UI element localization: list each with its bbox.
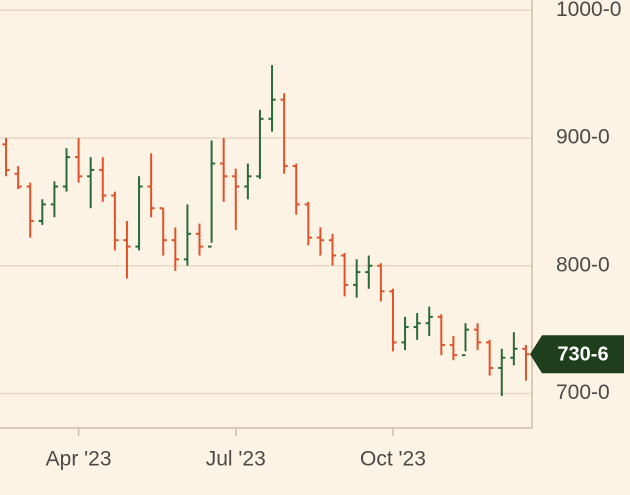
y-tick-label: 900-0: [556, 126, 610, 149]
x-tick-label: Jul '23: [206, 448, 266, 471]
x-tick-label: Apr '23: [46, 448, 112, 471]
y-tick-label: 800-0: [556, 253, 610, 276]
last-price-tag: [530, 335, 624, 374]
y-tick-label: 1000-0: [556, 0, 621, 21]
last-price-label: 730-6: [557, 343, 608, 365]
x-tick-label: Oct '23: [360, 448, 426, 471]
y-tick-label: 700-0: [556, 381, 610, 404]
